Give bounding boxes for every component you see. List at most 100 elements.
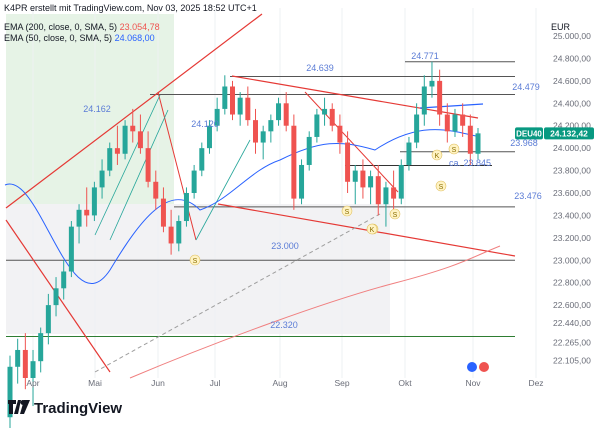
candle-body bbox=[114, 148, 120, 154]
level-24771-label: 24.771 bbox=[411, 51, 439, 61]
candle-body bbox=[245, 97, 251, 121]
y-tick-label: 23.400,00 bbox=[553, 210, 591, 220]
candle-body bbox=[206, 125, 212, 149]
candle-body bbox=[237, 97, 243, 115]
tradingview-logo-icon bbox=[8, 400, 30, 418]
trend-wedge-right bbox=[304, 91, 399, 193]
candle-body bbox=[337, 125, 343, 143]
candle-body bbox=[160, 198, 166, 227]
ema50-legend[interactable]: EMA (50, close, 0, SMA, 5) 24.068,00 bbox=[4, 33, 155, 44]
level-24639-label: 24.639 bbox=[306, 63, 334, 73]
candle-body bbox=[414, 114, 420, 143]
marker-bg bbox=[189, 254, 201, 266]
y-tick-label: 24.400,00 bbox=[553, 98, 591, 108]
candle-body bbox=[283, 103, 289, 126]
candle-body bbox=[214, 108, 220, 126]
candle-body bbox=[107, 148, 113, 171]
y-tick-label: 24.600,00 bbox=[553, 76, 591, 86]
candle-body bbox=[137, 131, 143, 149]
channel-green-c bbox=[195, 139, 251, 241]
y-tick-label: 23.000,00 bbox=[553, 255, 591, 265]
candle-body bbox=[229, 86, 235, 115]
level-23000-label: 23.000 bbox=[271, 241, 299, 251]
x-tick-label: Apr bbox=[26, 378, 39, 388]
trend-line-up bbox=[5, 13, 263, 209]
gray-zone bbox=[174, 204, 390, 334]
y-tick-label: 23.800,00 bbox=[553, 166, 591, 176]
candle-body bbox=[130, 125, 136, 132]
channel-green-a bbox=[94, 94, 161, 236]
background-zones bbox=[6, 14, 390, 334]
candle-body bbox=[268, 120, 274, 132]
candle-body bbox=[444, 114, 450, 132]
trend-wedge-left bbox=[157, 91, 197, 241]
instrument-name: DEU40 bbox=[516, 129, 542, 138]
level-24479-label: 24.479 bbox=[512, 82, 540, 92]
level-24120-label: 24.120 bbox=[191, 119, 219, 129]
candle-body bbox=[183, 193, 189, 222]
candle-body bbox=[299, 164, 305, 199]
marker-k: K bbox=[435, 153, 440, 160]
event-icon bbox=[479, 362, 489, 372]
candle-body bbox=[30, 361, 36, 378]
marker-s: S bbox=[193, 258, 198, 265]
y-tick-label: 22.440,00 bbox=[553, 318, 591, 328]
currency-label: EUR bbox=[551, 22, 571, 32]
x-tick-label: Okt bbox=[398, 378, 412, 388]
ema50-label: EMA (50, close, 0, SMA, 5) bbox=[4, 33, 113, 43]
marker-s: S bbox=[345, 209, 350, 216]
gray-zone-left bbox=[6, 204, 174, 334]
candle-body bbox=[53, 288, 59, 306]
candle-body bbox=[99, 170, 105, 188]
y-tick-label: 23.600,00 bbox=[553, 188, 591, 198]
drawings bbox=[5, 13, 516, 373]
y-tick-label: 22.265,00 bbox=[553, 338, 591, 348]
candle-body bbox=[45, 305, 51, 334]
candle-body bbox=[168, 226, 174, 244]
candle-body bbox=[222, 86, 228, 109]
level-23968-label: 23.968 bbox=[510, 138, 538, 148]
candle-body bbox=[360, 170, 366, 188]
y-tick-label: 22.105,00 bbox=[553, 356, 591, 366]
ema50-value: 24.068,00 bbox=[114, 33, 155, 43]
marker-bg bbox=[431, 149, 443, 161]
candle-body bbox=[314, 114, 320, 137]
candle-body bbox=[306, 136, 312, 165]
candle-body bbox=[437, 80, 443, 115]
candle-body bbox=[460, 114, 466, 126]
channel-green-b bbox=[109, 109, 169, 241]
candles bbox=[7, 61, 481, 428]
last-price-value: 24.132,42 bbox=[550, 128, 588, 138]
candle-body bbox=[68, 226, 74, 272]
candle-body bbox=[145, 148, 151, 182]
marker-k: K bbox=[370, 227, 375, 234]
candle-body bbox=[345, 142, 351, 182]
trend-channel-bottom bbox=[217, 203, 516, 257]
level-23845-label: ca. 23.845 bbox=[449, 158, 491, 168]
brand-name: TradingView bbox=[34, 400, 123, 417]
candle-body bbox=[61, 271, 67, 289]
projection-dashed bbox=[94, 213, 381, 373]
candle-body bbox=[260, 131, 266, 143]
candle-body bbox=[383, 187, 389, 205]
y-tick-label: 24.000,00 bbox=[553, 143, 591, 153]
x-tick-label: Mai bbox=[88, 378, 102, 388]
ema200-legend[interactable]: EMA (200, close, 0, SMA, 5) 23.054,78 bbox=[4, 22, 160, 33]
chart-credit: K4PR erstellt mit TradingView.com, Nov 0… bbox=[4, 3, 257, 13]
ema200-value: 23.054,78 bbox=[119, 22, 160, 32]
level-24162-label: 24.162 bbox=[83, 104, 111, 114]
y-tick-label: 23.200,00 bbox=[553, 233, 591, 243]
candle-body bbox=[91, 187, 97, 216]
candle-body bbox=[153, 181, 159, 199]
y-tick-label: 24.200,00 bbox=[553, 121, 591, 131]
candle-body bbox=[398, 164, 404, 199]
candle-body bbox=[176, 221, 182, 244]
y-tick-label: 22.600,00 bbox=[553, 300, 591, 310]
candle-body bbox=[76, 209, 82, 227]
y-tick-label: 22.800,00 bbox=[553, 278, 591, 288]
instrument-tag bbox=[515, 127, 543, 140]
candle-body bbox=[199, 148, 205, 171]
level-23476-label: 23.476 bbox=[514, 191, 542, 201]
tradingview-brand[interactable]: TradingView bbox=[8, 400, 122, 418]
